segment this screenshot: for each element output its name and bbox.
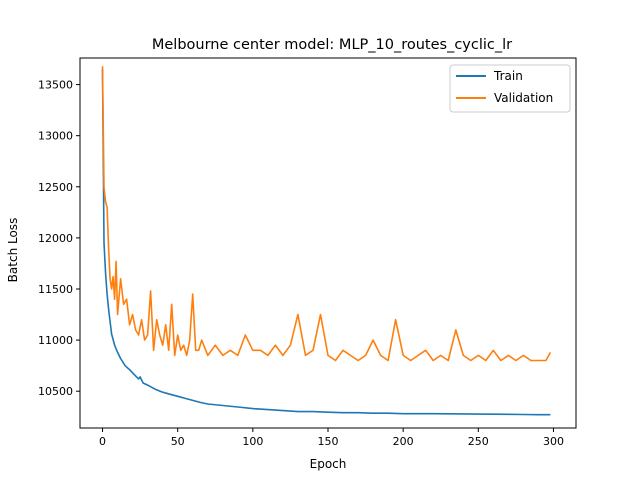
x-tick-label: 300 (543, 435, 564, 448)
x-tick-label: 0 (99, 435, 106, 448)
plot-frame (79, 57, 577, 429)
x-axis-label: Epoch (310, 457, 347, 471)
chart-title: Melbourne center model: MLP_10_routes_cy… (152, 37, 512, 53)
y-axis-label: Batch Loss (6, 218, 20, 283)
series-line-train (101, 69, 551, 416)
x-tick-label: 250 (468, 435, 489, 448)
x-tick-label: 150 (318, 435, 339, 448)
y-tick-label: 13000 (38, 130, 73, 143)
x-tick-label: 50 (171, 435, 185, 448)
y-tick-label: 12000 (38, 232, 73, 245)
legend-label-train: Train (493, 69, 523, 83)
series-line-validation (101, 66, 552, 362)
y-tick-label: 11000 (38, 334, 73, 347)
legend: Train Validation (449, 64, 571, 113)
x-tick-label: 200 (393, 435, 414, 448)
y-tick-label: 11500 (38, 283, 73, 296)
x-tick-label: 100 (242, 435, 263, 448)
y-tick-label: 13500 (38, 79, 73, 92)
legend-label-validation: Validation (494, 91, 553, 105)
y-tick-label: 10500 (38, 385, 73, 398)
y-tick-label: 12500 (38, 181, 73, 194)
